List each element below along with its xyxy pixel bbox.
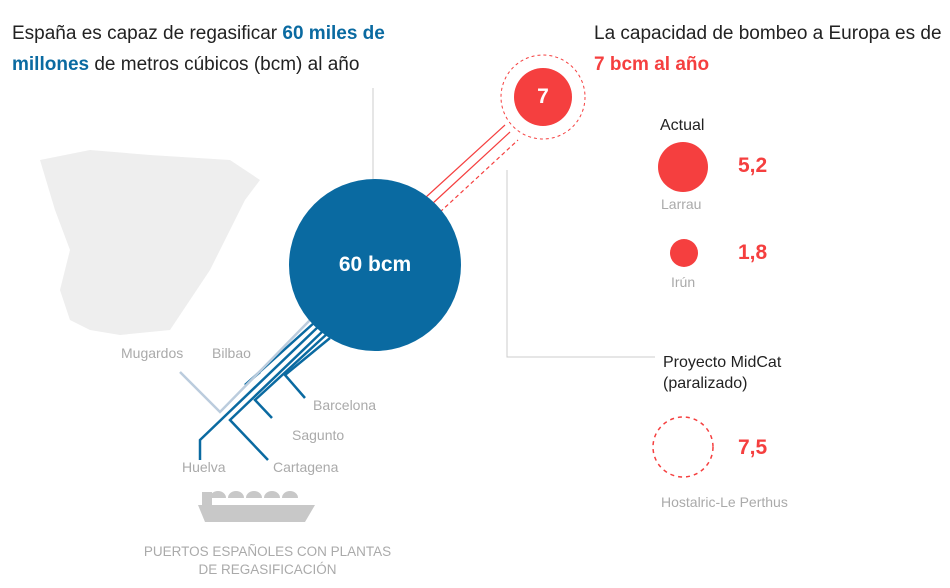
pipe [424,124,506,199]
link-name: Irún [671,274,696,290]
headline-left: España es capaz de regasificar 60 miles … [12,18,432,80]
pipe [439,139,519,213]
connector [506,170,655,358]
export-label: 7 [537,85,549,108]
midcat-circle [652,416,714,478]
port-pipes [179,317,331,461]
current-title: Actual [660,117,705,134]
irun-circle [670,239,698,267]
text: España es capaz de regasificar [12,23,283,44]
link-name: Hostalric-Le Perthus [661,494,788,510]
export-circle [514,68,572,126]
port: Sagunto [292,427,345,443]
port: Barcelona [313,397,377,413]
port: Bilbao [212,345,251,361]
pipe [431,131,511,205]
highlight: 7 bcm al año [594,54,710,75]
port: Mugardos [121,345,184,361]
headline-right: La capacidad de bombeo a Europa es de 7 … [594,18,944,80]
port: Cartagena [273,459,339,475]
value: 7,5 [738,436,768,459]
project-title: Proyecto MidCat (paralizado) [663,354,782,392]
larrau-circle [658,142,708,192]
capacity-label: 60 bcm [338,253,412,276]
text: La capacidad de bombeo a Europa es de [594,23,942,44]
capacity-circle [289,179,461,351]
ship [198,491,315,522]
text: de metros cúbicos (bcm) al año [89,54,360,75]
highlight: 60 miles de millones [12,23,385,75]
port: Huelva [182,459,226,475]
value: 1,8 [738,241,768,264]
spain-map [40,150,260,335]
value: 5,2 [738,154,768,177]
footer: PUERTOS ESPAÑOLES CON PLANTAS DE REGASIF… [143,544,392,577]
link-name: Larrau [661,196,702,212]
dashed-ring [500,54,586,140]
